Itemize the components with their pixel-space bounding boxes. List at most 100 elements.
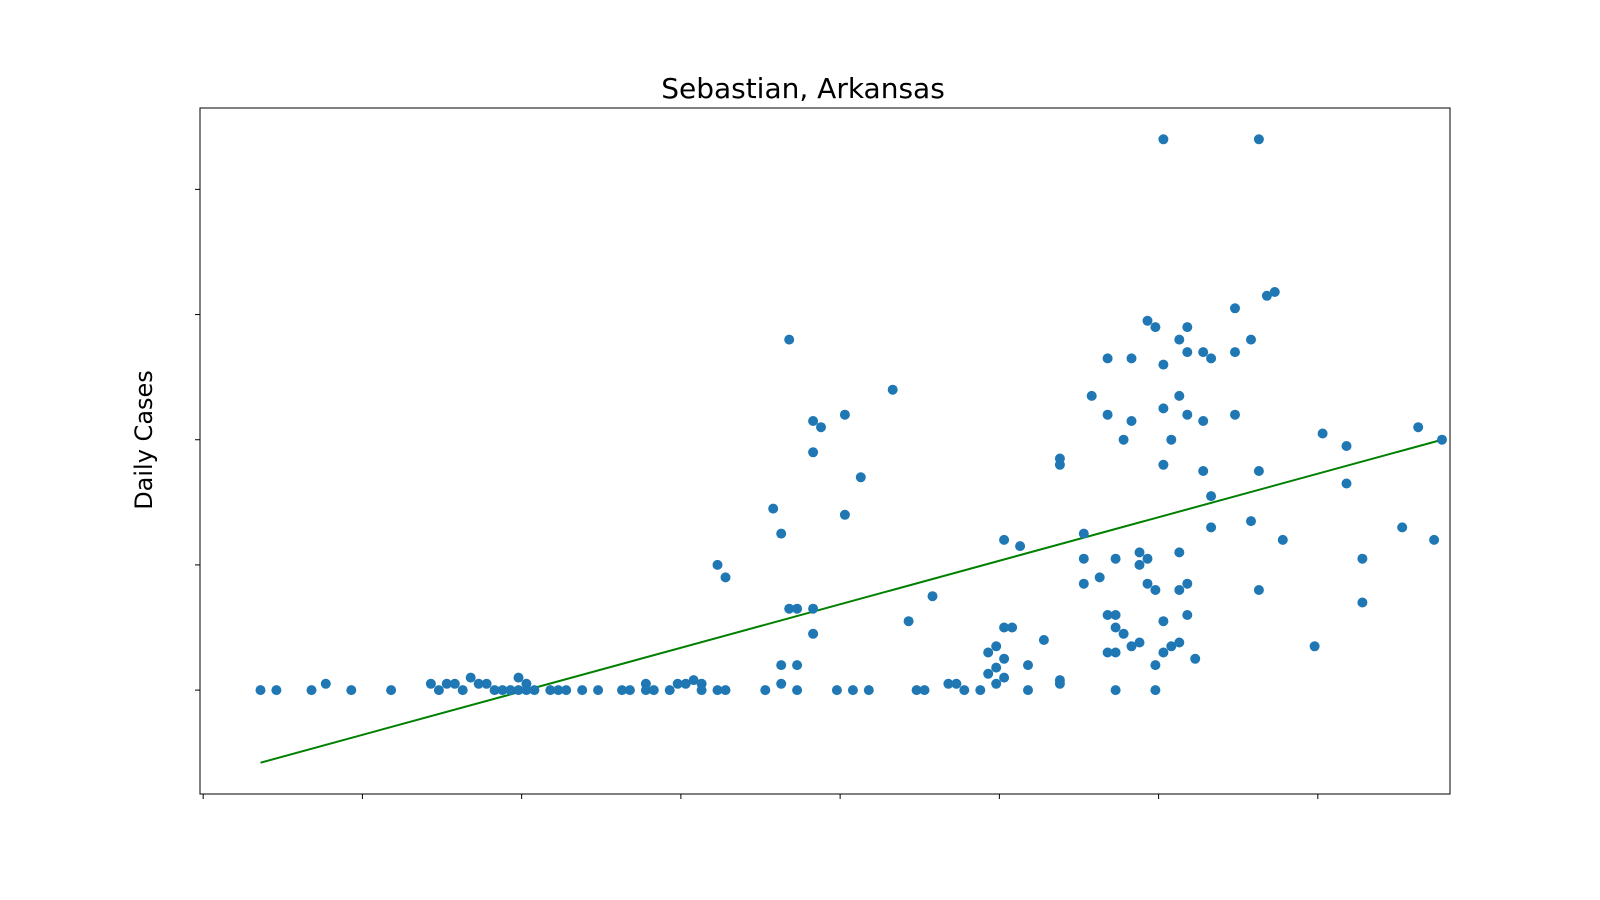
data-point-139 [1198,466,1209,476]
data-point-28 [624,685,635,696]
data-point-106 [1118,434,1129,445]
data-point-0 [255,685,266,696]
data-point-111 [1126,641,1137,652]
data-point-123 [1158,647,1169,658]
data-point-149 [1253,585,1264,595]
data-point-137 [1198,347,1209,358]
data-point-56 [1023,685,1033,696]
data-point-95 [1094,572,1105,583]
data-point-26 [593,685,604,696]
data-point-97 [1110,610,1121,620]
data-point-86 [1015,541,1026,552]
data-point-40 [760,685,771,696]
data-point-35 [688,675,699,686]
data-point-49 [919,685,930,696]
data-point-38 [712,685,723,696]
data-point-78 [927,591,938,602]
data-point-8 [441,678,452,689]
data-point-71 [839,409,850,420]
data-point-81 [983,668,994,679]
data-point-110 [1126,353,1137,364]
data-point-151 [1261,290,1272,301]
data-point-113 [1142,578,1153,589]
data-point-1 [271,685,282,696]
data-point-11 [465,672,476,683]
data-point-157 [1341,441,1352,451]
data-point-155 [1309,641,1320,652]
data-point-128 [1174,547,1185,558]
data-point-105 [1102,353,1113,364]
data-point-58 [1054,675,1065,686]
data-point-7 [433,685,444,696]
data-point-54 [991,678,1002,689]
data-point-142 [1206,522,1217,533]
data-point-27 [617,685,627,696]
data-point-96 [1102,610,1113,620]
data-point-31 [648,685,659,696]
data-point-42 [776,678,787,689]
data-point-134 [1182,578,1193,589]
data-point-9 [449,678,460,689]
data-point-121 [1158,459,1169,470]
data-point-51 [951,678,962,689]
data-point-12 [473,678,484,689]
data-point-103 [1110,553,1121,564]
data-point-161 [1397,522,1408,533]
plot-area [199,107,1451,795]
data-point-94 [1078,578,1089,589]
data-point-109 [1134,547,1145,558]
data-point-62 [720,572,731,583]
data-point-163 [1429,534,1440,545]
data-point-61 [712,559,723,570]
data-point-73 [855,472,866,483]
data-point-127 [1174,334,1185,345]
data-point-30 [640,685,651,696]
data-point-124 [1166,434,1177,445]
data-point-46 [847,685,858,696]
data-point-14 [489,685,500,696]
data-point-45 [831,685,842,696]
data-point-88 [999,534,1010,545]
data-point-129 [1174,585,1185,595]
data-point-130 [1174,637,1185,648]
data-point-138 [1198,416,1209,426]
data-point-152 [1269,287,1280,297]
data-point-43 [792,660,803,671]
data-point-101 [1086,390,1097,401]
data-point-135 [1182,610,1193,620]
data-point-133 [1182,347,1193,358]
data-point-85 [1038,635,1049,645]
data-point-80 [991,641,1002,652]
data-point-132 [1182,322,1193,333]
data-point-144 [1230,303,1240,314]
data-point-92 [1078,528,1089,539]
data-point-100 [1110,647,1121,658]
data-point-119 [1158,359,1169,370]
data-point-47 [863,685,874,696]
data-point-131 [1182,409,1193,420]
data-point-104 [1110,622,1121,633]
data-point-140 [1206,353,1217,364]
data-point-75 [792,603,803,614]
data-point-141 [1206,491,1217,502]
data-point-3 [320,678,331,689]
data-point-22 [545,685,556,696]
data-point-2 [306,685,317,696]
data-point-16 [505,685,516,696]
data-point-59 [1110,685,1121,696]
data-point-153 [1277,534,1288,545]
data-point-25 [577,685,588,696]
data-point-145 [1230,409,1240,420]
data-point-79 [983,647,994,658]
data-point-68 [816,422,826,433]
data-point-44 [792,685,803,696]
data-point-115 [1150,660,1161,671]
data-point-116 [1150,585,1161,595]
data-point-23 [553,685,564,696]
data-point-76 [808,628,819,639]
data-point-41 [776,660,787,671]
data-point-143 [1230,347,1240,358]
data-point-13 [481,678,492,689]
data-point-33 [672,678,683,689]
